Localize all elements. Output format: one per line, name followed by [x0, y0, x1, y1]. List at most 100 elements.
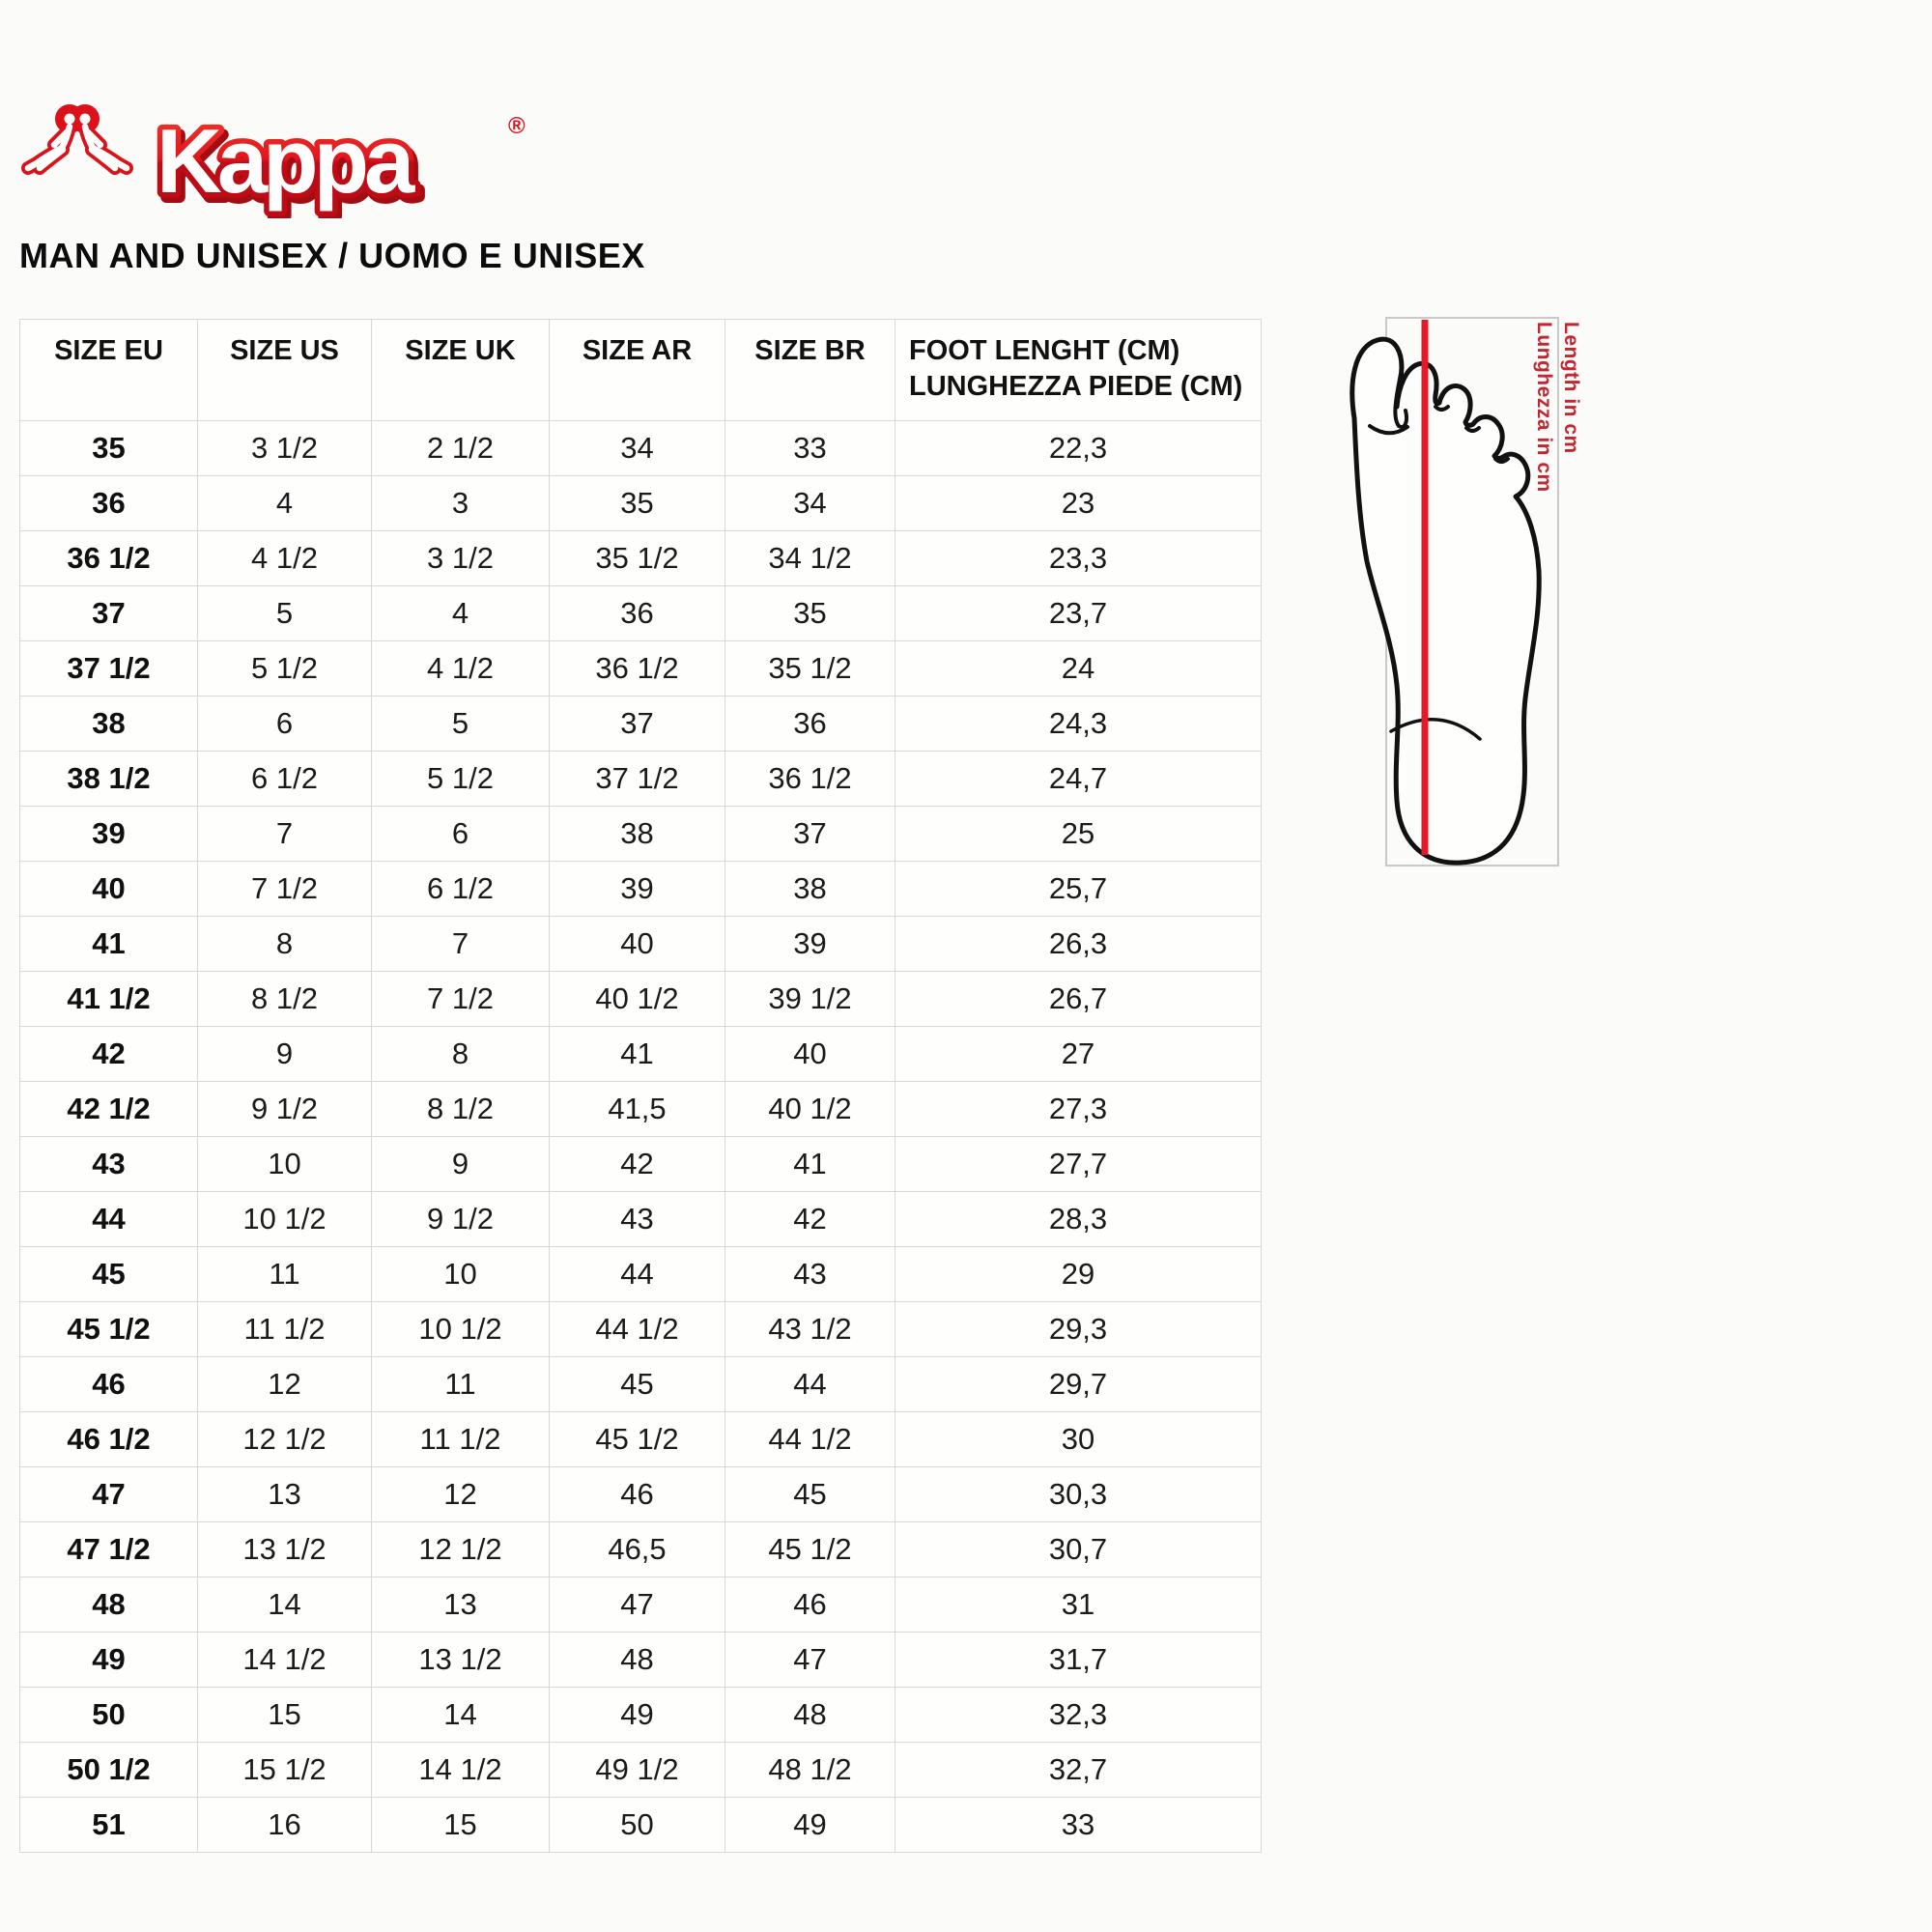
table-cell: 13 1/2: [197, 1521, 372, 1577]
table-cell: 36 1/2: [549, 640, 725, 696]
size-chart-table: SIZE EU SIZE US SIZE UK SIZE AR SIZE BR FOOT …: [19, 319, 1262, 1853]
table-cell: 40: [549, 916, 725, 972]
table-cell: 4 1/2: [371, 640, 550, 696]
table-cell: 43: [549, 1191, 725, 1247]
table-cell: 30,7: [895, 1521, 1262, 1577]
table-cell: 37 1/2: [19, 640, 198, 696]
table-cell: 14 1/2: [197, 1632, 372, 1688]
table-cell: 48: [724, 1687, 895, 1743]
table-cell: 24: [895, 640, 1262, 696]
table-cell: 11 1/2: [197, 1301, 372, 1357]
table-row-eu-46-1/2: 46 1/2 12 1/2 11 1/2 45 1/2 44 1/2 30: [19, 1411, 1262, 1467]
table-cell: 8: [371, 1026, 550, 1082]
table-cell: 49: [724, 1797, 895, 1853]
table-cell: 47: [724, 1632, 895, 1688]
table-cell: 48 1/2: [724, 1742, 895, 1798]
table-cell: 9: [197, 1026, 372, 1082]
table-cell: 32,7: [895, 1742, 1262, 1798]
table-cell: 39 1/2: [724, 971, 895, 1027]
table-cell: 45: [549, 1356, 725, 1412]
table-cell: 27,7: [895, 1136, 1262, 1192]
table-row-eu-47: 47 13 12 46 45 30,3: [19, 1466, 1262, 1522]
table-cell: 15 1/2: [197, 1742, 372, 1798]
table-cell: 26,7: [895, 971, 1262, 1027]
table-cell: 35 1/2: [549, 530, 725, 586]
table-row-eu-43: 43 10 9 42 41 27,7: [19, 1136, 1262, 1192]
table-cell: 4: [197, 475, 372, 531]
table-cell: 8 1/2: [371, 1081, 550, 1137]
table-row-eu-38-1/2: 38 1/2 6 1/2 5 1/2 37 1/2 36 1/2 24,7: [19, 751, 1262, 807]
table-cell: 15: [197, 1687, 372, 1743]
table-cell: 37 1/2: [549, 751, 725, 807]
table-cell: 3 1/2: [371, 530, 550, 586]
table-cell: 13: [197, 1466, 372, 1522]
table-cell: 23,7: [895, 585, 1262, 641]
table-cell: 41: [549, 1026, 725, 1082]
table-cell: 30: [895, 1411, 1262, 1467]
table-cell: 42: [724, 1191, 895, 1247]
table-cell: 46 1/2: [19, 1411, 198, 1467]
table-cell: 27: [895, 1026, 1262, 1082]
table-cell: 45: [724, 1466, 895, 1522]
table-cell: 31,7: [895, 1632, 1262, 1688]
table-row-eu-39: 39 7 6 38 37 25: [19, 806, 1262, 862]
table-row-eu-50: 50 15 14 49 48 32,3: [19, 1687, 1262, 1743]
table-cell: 8 1/2: [197, 971, 372, 1027]
table-cell: 12: [371, 1466, 550, 1522]
table-cell: 46: [19, 1356, 198, 1412]
table-cell: 31: [895, 1577, 1262, 1633]
table-cell: 44: [724, 1356, 895, 1412]
table-cell: 5: [371, 696, 550, 752]
table-cell: 6: [371, 806, 550, 862]
table-cell: 40 1/2: [549, 971, 725, 1027]
table-cell: 40 1/2: [724, 1081, 895, 1137]
foot-measurement-diagram: Length in cm Lunghezza in cm: [1314, 314, 1604, 884]
table-cell: 45 1/2: [549, 1411, 725, 1467]
table-cell: 10 1/2: [371, 1301, 550, 1357]
table-cell: 47: [19, 1466, 198, 1522]
table-cell: 45 1/2: [724, 1521, 895, 1577]
foot-length-header-line2: LUNGHEZZA PIEDE (CM): [909, 371, 1243, 402]
table-cell: 9 1/2: [197, 1081, 372, 1137]
table-cell: 15: [371, 1797, 550, 1853]
table-cell: 28,3: [895, 1191, 1262, 1247]
table-cell: 41: [724, 1136, 895, 1192]
table-cell: 24,3: [895, 696, 1262, 752]
table-cell: 40: [19, 861, 198, 917]
table-cell: 51: [19, 1797, 198, 1853]
kappa-omini-icon: [21, 104, 133, 175]
table-cell: 49: [549, 1687, 725, 1743]
table-cell: 39: [724, 916, 895, 972]
table-row-eu-50-1/2: 50 1/2 15 1/2 14 1/2 49 1/2 48 1/2 32,7: [19, 1742, 1262, 1798]
table-cell: 35: [549, 475, 725, 531]
table-cell: 23: [895, 475, 1262, 531]
table-row-eu-36-1/2: 36 1/2 4 1/2 3 1/2 35 1/2 34 1/2 23,3: [19, 530, 1262, 586]
table-cell: 36: [724, 696, 895, 752]
table-cell: 38 1/2: [19, 751, 198, 807]
table-cell: 11: [371, 1356, 550, 1412]
table-cell: 5 1/2: [197, 640, 372, 696]
table-cell: 36: [549, 585, 725, 641]
column-header-size-us: SIZE US: [197, 319, 372, 421]
table-cell: 44: [549, 1246, 725, 1302]
foot-length-header-line1: FOOT LENGHT (CM): [909, 335, 1180, 366]
table-cell: 48: [19, 1577, 198, 1633]
page-title: MAN AND UNISEX / UOMO E UNISEX: [19, 236, 645, 275]
table-row-eu-37-1/2: 37 1/2 5 1/2 4 1/2 36 1/2 35 1/2 24: [19, 640, 1262, 696]
table-cell: 42: [549, 1136, 725, 1192]
table-cell: 38: [549, 806, 725, 862]
table-row-eu-46: 46 12 11 45 44 29,7: [19, 1356, 1262, 1412]
table-cell: 12: [197, 1356, 372, 1412]
table-cell: 44 1/2: [724, 1411, 895, 1467]
table-cell: 44 1/2: [549, 1301, 725, 1357]
table-cell: 4: [371, 585, 550, 641]
table-cell: 36 1/2: [19, 530, 198, 586]
table-cell: 6 1/2: [197, 751, 372, 807]
table-cell: 37: [19, 585, 198, 641]
table-cell: 22,3: [895, 420, 1262, 476]
table-row-eu-38: 38 6 5 37 36 24,3: [19, 696, 1262, 752]
table-cell: 8: [197, 916, 372, 972]
table-cell: 26,3: [895, 916, 1262, 972]
table-cell: 41,5: [549, 1081, 725, 1137]
